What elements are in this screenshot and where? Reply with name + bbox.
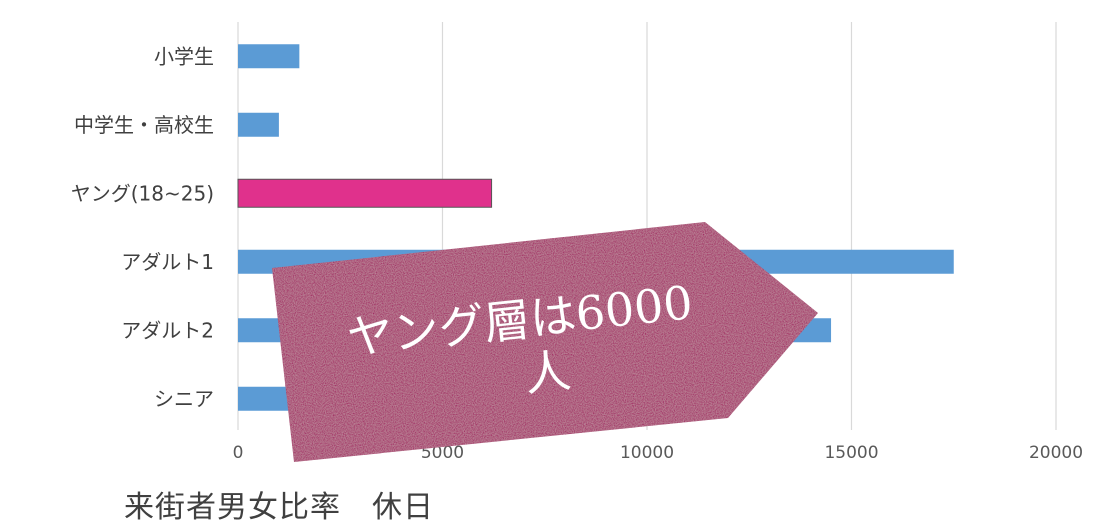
x-tick-labels: 0 5000 10000 15000 20000 [233,443,1083,463]
category-label: アダルト2 [121,318,214,342]
category-label: ヤング(18~25) [71,181,214,205]
bar [238,44,300,69]
category-label: 小学生 [154,44,214,68]
chart-caption: 来街者男女比率 休日 [124,490,434,525]
callout-arrow-shape [272,222,818,462]
x-tick-label: 0 [233,443,244,463]
bar [237,178,493,208]
bar [238,112,279,137]
x-tick-label: 10000 [620,443,674,463]
callout-arrow: ヤング層は6000 人 [272,222,818,462]
x-tick-label: 20000 [1029,443,1083,463]
category-label: アダルト1 [121,250,214,274]
x-tick-label: 15000 [824,443,878,463]
category-label: シニア [154,387,214,411]
callout-text-line-2: 人 [522,343,573,402]
category-label: 中学生・高校生 [74,113,214,137]
